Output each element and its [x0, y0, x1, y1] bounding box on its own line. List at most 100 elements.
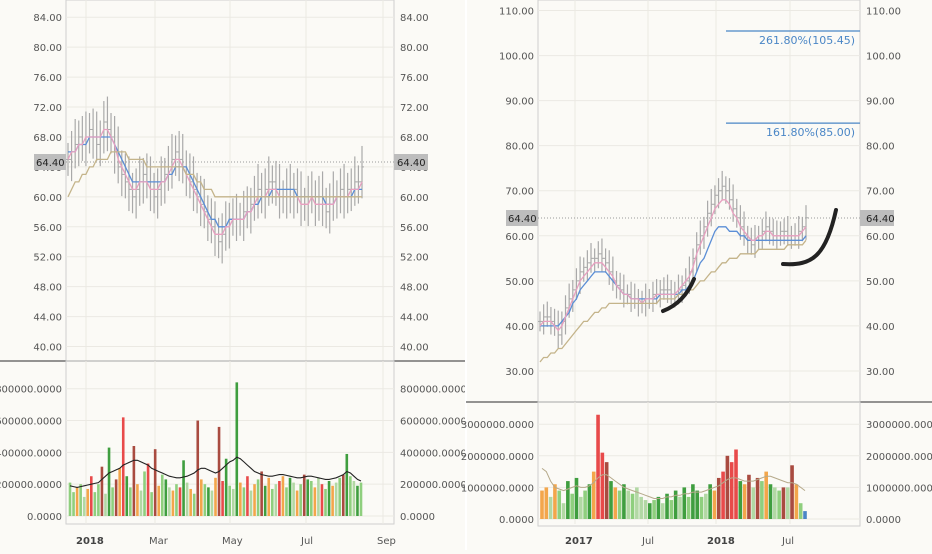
left-price-tick-label: 76.00 [33, 73, 62, 84]
left-volume-bar [231, 488, 235, 516]
left-volume-bar [89, 476, 93, 516]
right-volume-bar [626, 490, 631, 519]
right-volume-tick-label: 1000000.0000 [461, 483, 534, 494]
left-volume-bar [341, 474, 345, 516]
right-price-tick-label: 30.00 [505, 367, 534, 378]
right-volume-bar [708, 484, 712, 519]
left-volume-bar [160, 474, 164, 516]
right-volume-average-line [541, 467, 806, 499]
left-volume-bar [136, 484, 139, 516]
right-price-tick-label-right: 50.00 [866, 277, 895, 288]
left-volume-bar [302, 474, 306, 516]
right-price-moving-averages [539, 199, 807, 363]
left-volume-tick-label-right: 0.0000 [400, 512, 435, 523]
right-volume-bar [721, 471, 725, 519]
left-volume-bar [260, 471, 263, 516]
left-volume-bar [153, 449, 157, 516]
right-volume-bar [574, 477, 579, 519]
right-price-axis-labels: 30.00 40.00 50.00 60.00 70.00 80.00 90.00 100.0… [499, 7, 534, 378]
right-volume-bar [553, 484, 557, 519]
left-volume-bar [256, 479, 260, 516]
right-volume-bar [738, 481, 743, 519]
right-price-tick-label: 100.00 [499, 52, 534, 63]
left-volume-bar [292, 482, 295, 516]
right-price-tick-label: 110.00 [499, 7, 534, 18]
left-volume-bar [299, 484, 302, 516]
left-volume-tick-label: 200000.0000 [0, 480, 62, 491]
left-price-tick-label: 60.00 [33, 193, 62, 204]
right-volume-bar [678, 496, 682, 519]
left-volume-bar [210, 490, 214, 516]
left-volume-bar [75, 487, 79, 516]
left-moving-average-1 [67, 128, 363, 235]
left-volume-bar [338, 477, 342, 516]
left-volume-bar [310, 481, 313, 516]
right-price-panel: 30.00 40.00 50.00 60.00 70.00 80.00 90.00 100.0… [499, 0, 901, 403]
right-volume-bar [742, 484, 747, 519]
drawn-curve-right [781, 208, 838, 267]
right-volume-bar [695, 490, 700, 519]
left-volume-bar [214, 477, 217, 516]
left-volume-bar [228, 485, 231, 516]
right-volume-bars [540, 414, 807, 519]
left-volume-tick-label: 0.0000 [27, 512, 62, 523]
right-volume-bar [699, 496, 704, 519]
left-volume-bar [185, 482, 189, 516]
right-price-tick-label-right: 100.00 [866, 52, 901, 63]
right-date-label-2018: 2018 [707, 536, 735, 547]
right-volume-bar [781, 487, 786, 519]
left-price-tick-label-right: 56.00 [400, 223, 429, 234]
left-date-axis: 2018 Mar May Jul Sep [76, 536, 396, 547]
left-price-tick-label-right: 80.00 [400, 43, 429, 54]
right-date-axis: 2017 Jul 2018 Jul [565, 536, 794, 547]
right-price-tick-label: 90.00 [505, 97, 534, 108]
right-volume-bar [544, 487, 549, 519]
right-volume-bar [566, 481, 570, 519]
left-volume-average-line [69, 456, 362, 488]
left-price-tick-label-right: 40.00 [400, 343, 429, 354]
right-volume-tick-label-right: 2000000.0000 [866, 452, 932, 463]
right-volume-bar [716, 477, 721, 519]
left-volume-bar [352, 481, 356, 516]
right-price-tick-label-right: 60.00 [866, 232, 895, 243]
right-volume-bar [579, 496, 583, 519]
left-price-tick-label: 72.00 [33, 103, 62, 114]
right-volume-frame [537, 401, 861, 527]
right-volume-bar [609, 481, 613, 519]
left-volume-bar [86, 488, 90, 516]
left-volume-bar [270, 488, 274, 516]
right-price-tick-label-right: 40.00 [866, 322, 895, 333]
right-last-price-box [506, 210, 538, 226]
left-volume-bar [178, 487, 182, 516]
left-last-price-box-right [394, 154, 428, 170]
left-price-tick-label: 56.00 [33, 223, 62, 234]
left-volume-bar [285, 487, 288, 516]
right-volume-bar [712, 490, 717, 519]
right-volume-bar [729, 462, 734, 519]
right-volume-bar [660, 503, 665, 519]
right-volume-bar [635, 487, 639, 519]
right-price-grid [538, 0, 860, 402]
right-price-tick-label: 80.00 [505, 142, 534, 153]
right-price-tick-label-right: 90.00 [866, 97, 895, 108]
left-volume-bar [175, 484, 178, 516]
left-price-tick-label: 68.00 [33, 133, 62, 144]
right-volume-tick-label: 2000000.0000 [461, 452, 534, 463]
left-last-price-label: 64.40 [36, 158, 65, 169]
left-volume-bar [359, 482, 363, 516]
right-volume-bar [691, 484, 695, 519]
left-volume-tick-label-right: 200000.0000 [400, 480, 467, 491]
right-volume-bar [764, 471, 768, 519]
left-volume-bar [79, 484, 82, 516]
right-volume-bar [725, 455, 730, 519]
left-volume-bar [253, 484, 256, 516]
left-volume-bar [235, 382, 239, 516]
left-volume-bar [317, 477, 320, 516]
right-volume-tick-label: 3000000.0000 [461, 420, 534, 431]
right-price-tick-label: 70.00 [505, 187, 534, 198]
right-volume-bar [617, 490, 622, 519]
left-volume-bar [207, 487, 210, 516]
left-volume-bar [334, 482, 338, 516]
right-volume-bar [548, 496, 553, 519]
left-price-tick-label: 80.00 [33, 43, 62, 54]
